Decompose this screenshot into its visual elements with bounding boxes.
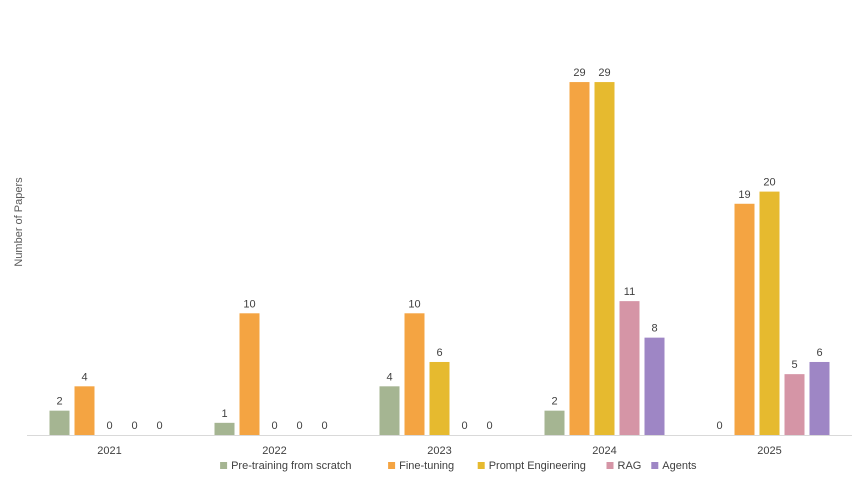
data-label: 0 bbox=[321, 420, 327, 432]
bar-agents-2025 bbox=[809, 361, 830, 435]
legend-swatch bbox=[477, 462, 485, 469]
bar-pre-training-from-scratch-2023 bbox=[379, 386, 400, 435]
legend-swatch bbox=[606, 462, 614, 469]
x-tick-label: 2023 bbox=[427, 445, 451, 457]
data-label: 0 bbox=[461, 420, 467, 432]
legend-item-rag: RAG bbox=[606, 460, 642, 472]
y-axis-label: Number of Papers bbox=[13, 177, 25, 267]
legend-swatch bbox=[651, 462, 659, 469]
data-label: 6 bbox=[436, 347, 442, 359]
legend-label: RAG bbox=[618, 460, 642, 472]
x-tick-label: 2025 bbox=[757, 445, 781, 457]
bar-prompt-engineering-2025 bbox=[759, 191, 780, 435]
bar-pre-training-from-scratch-2021 bbox=[49, 410, 70, 435]
data-label: 6 bbox=[816, 347, 822, 359]
data-label: 19 bbox=[738, 189, 750, 201]
x-tick-label: 2024 bbox=[592, 445, 616, 457]
legend-label: Prompt Engineering bbox=[489, 460, 586, 472]
legend-swatch bbox=[220, 462, 228, 469]
data-label: 20 bbox=[763, 177, 775, 189]
bar-fine-tuning-2022 bbox=[239, 313, 260, 435]
bar-agents-2024 bbox=[644, 337, 665, 435]
data-label: 29 bbox=[598, 67, 610, 79]
legend-item-prompt-engineering: Prompt Engineering bbox=[477, 460, 586, 472]
data-label: 0 bbox=[106, 420, 112, 432]
data-label: 10 bbox=[408, 298, 420, 310]
legend-item-pre-training-from-scratch: Pre-training from scratch bbox=[220, 460, 352, 472]
x-tick-label: 2021 bbox=[97, 445, 121, 457]
legend-item-fine-tuning: Fine-tuning bbox=[388, 460, 454, 472]
bar-rag-2025 bbox=[784, 374, 805, 435]
bar-prompt-engineering-2023 bbox=[429, 361, 450, 435]
data-label: 11 bbox=[624, 286, 635, 298]
data-label: 0 bbox=[296, 420, 302, 432]
bars: 2 4 0 0 0 1 10 0 0 0 4 10 6 0 0 2 29 29 11 8 0 19 20 5 6 bbox=[49, 67, 830, 435]
bar-fine-tuning-2024 bbox=[569, 82, 590, 435]
data-label: 2 bbox=[56, 396, 62, 408]
bar-fine-tuning-2025 bbox=[734, 203, 755, 435]
legend-label: Pre-training from scratch bbox=[231, 460, 351, 472]
legend: Pre-training from scratch Fine-tuning Prom… bbox=[220, 460, 697, 472]
x-axis-ticks: 2021 2022 2023 2024 2025 bbox=[97, 445, 781, 457]
data-label: 29 bbox=[573, 67, 585, 79]
data-label: 4 bbox=[81, 371, 87, 383]
data-label: 0 bbox=[486, 420, 492, 432]
bar-fine-tuning-2023 bbox=[404, 313, 425, 435]
bar-pre-training-from-scratch-2024 bbox=[544, 410, 565, 435]
bar-rag-2024 bbox=[619, 301, 640, 435]
legend-label: Fine-tuning bbox=[399, 460, 454, 472]
legend-swatch bbox=[388, 462, 396, 469]
data-label: 5 bbox=[791, 359, 797, 371]
data-label: 0 bbox=[716, 420, 722, 432]
data-label: 1 bbox=[221, 408, 227, 420]
data-label: 4 bbox=[386, 371, 392, 383]
bar-fine-tuning-2021 bbox=[74, 386, 95, 435]
data-label: 2 bbox=[551, 396, 557, 408]
bar-prompt-engineering-2024 bbox=[594, 82, 615, 435]
data-label: 8 bbox=[651, 323, 657, 335]
legend-item-agents: Agents bbox=[651, 460, 697, 472]
data-label: 0 bbox=[156, 420, 162, 432]
bar-pre-training-from-scratch-2022 bbox=[214, 422, 235, 435]
data-label: 0 bbox=[271, 420, 277, 432]
legend-label: Agents bbox=[662, 460, 697, 472]
data-label: 10 bbox=[243, 298, 255, 310]
x-tick-label: 2022 bbox=[262, 445, 286, 457]
data-label: 0 bbox=[131, 420, 137, 432]
